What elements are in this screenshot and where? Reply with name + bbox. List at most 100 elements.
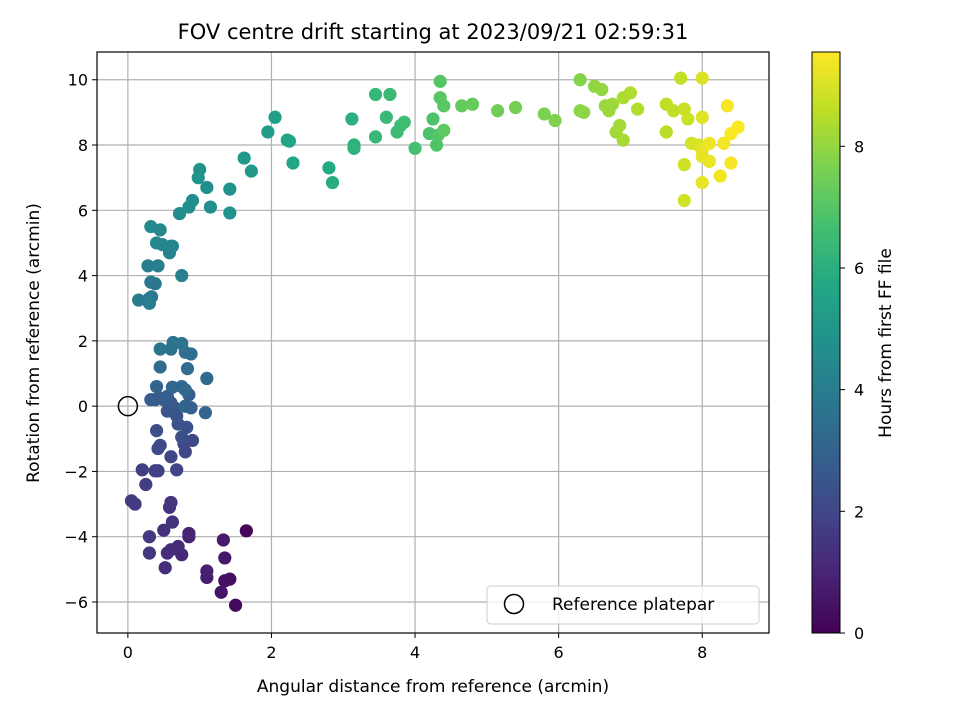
x-tick-label: 2 xyxy=(266,643,276,662)
data-point xyxy=(720,99,734,113)
data-point xyxy=(160,546,174,560)
data-point xyxy=(223,182,237,196)
data-point xyxy=(144,275,158,289)
colorbar-label: Hours from first FF file xyxy=(876,248,896,438)
data-point xyxy=(144,393,158,407)
data-point xyxy=(135,463,149,477)
colorbar-tick-label: 0 xyxy=(854,624,864,643)
data-point xyxy=(193,162,207,177)
data-point xyxy=(455,99,469,113)
data-point xyxy=(368,87,383,102)
data-point xyxy=(228,598,243,612)
data-point xyxy=(695,110,709,124)
data-point xyxy=(731,120,745,134)
data-point xyxy=(132,293,146,307)
y-tick-label: −4 xyxy=(64,528,88,547)
data-point xyxy=(165,515,179,529)
y-tick-label: −2 xyxy=(64,462,88,481)
data-point xyxy=(577,105,591,119)
data-point xyxy=(167,401,182,415)
data-point xyxy=(677,193,691,208)
data-point xyxy=(216,533,230,547)
data-point xyxy=(200,371,214,386)
data-point xyxy=(286,156,300,170)
data-point xyxy=(175,336,189,351)
data-point xyxy=(702,154,717,168)
data-point xyxy=(170,463,184,477)
reference-marker xyxy=(117,395,139,417)
data-point xyxy=(175,430,189,444)
data-point xyxy=(164,495,178,510)
data-point xyxy=(149,424,164,438)
x-tick-label: 0 xyxy=(123,643,133,662)
legend: Reference platepar xyxy=(486,585,760,625)
data-point xyxy=(695,175,709,190)
data-point xyxy=(347,141,361,155)
y-tick-label: 0 xyxy=(78,397,88,416)
data-point xyxy=(151,259,165,273)
data-point xyxy=(172,206,187,221)
data-point xyxy=(175,268,189,283)
data-point xyxy=(605,97,620,111)
data-point xyxy=(437,123,451,137)
data-point xyxy=(429,138,444,152)
data-point xyxy=(713,169,727,183)
data-point xyxy=(139,477,153,492)
chart-title: FOV centre drift starting at 2023/09/21 … xyxy=(178,20,689,44)
data-point xyxy=(155,237,169,252)
colorbar-tick-label: 8 xyxy=(854,137,864,156)
data-point xyxy=(368,130,383,144)
data-point xyxy=(322,161,336,175)
data-point xyxy=(200,564,214,578)
y-tick-label: −6 xyxy=(64,593,88,612)
data-point xyxy=(616,133,630,147)
data-point xyxy=(677,158,691,172)
legend-marker xyxy=(503,593,525,615)
data-point xyxy=(282,134,297,148)
data-point xyxy=(141,259,155,273)
data-point xyxy=(153,360,167,374)
data-point xyxy=(659,125,673,139)
data-point xyxy=(681,112,695,126)
data-point xyxy=(124,494,139,508)
data-point xyxy=(537,107,551,121)
data-point xyxy=(165,239,179,253)
data-point xyxy=(595,82,609,97)
data-point xyxy=(702,136,717,150)
data-point xyxy=(261,125,275,139)
data-point xyxy=(164,450,178,464)
data-point xyxy=(157,523,171,537)
data-point xyxy=(185,193,200,208)
data-point xyxy=(144,220,158,234)
data-point xyxy=(408,141,422,155)
data-point xyxy=(433,74,447,88)
data-point xyxy=(142,296,157,310)
data-point xyxy=(383,87,397,102)
data-point xyxy=(151,464,165,478)
data-point xyxy=(178,399,192,413)
data-point xyxy=(218,574,232,588)
colorbar-tick-label: 4 xyxy=(854,381,864,400)
data-points xyxy=(124,71,745,612)
colorbar-ticks: 0 2 4 6 8 xyxy=(840,137,864,643)
data-point xyxy=(573,73,587,87)
data-point xyxy=(237,151,251,165)
y-tick-label: 6 xyxy=(78,201,88,220)
data-point xyxy=(695,71,709,85)
data-point xyxy=(548,113,562,128)
data-point xyxy=(724,156,738,170)
data-point xyxy=(239,524,253,538)
data-point xyxy=(268,110,282,124)
plot-frame xyxy=(96,51,770,634)
data-point xyxy=(508,100,523,115)
y-tick-label: 2 xyxy=(78,332,88,351)
data-point xyxy=(182,530,196,544)
legend-box xyxy=(486,585,760,625)
y-axis-label: Rotation from reference (arcmin) xyxy=(24,203,44,483)
data-point xyxy=(203,200,218,214)
data-point xyxy=(185,433,200,448)
data-point xyxy=(158,561,172,575)
data-point xyxy=(218,551,232,565)
data-point xyxy=(345,112,359,126)
